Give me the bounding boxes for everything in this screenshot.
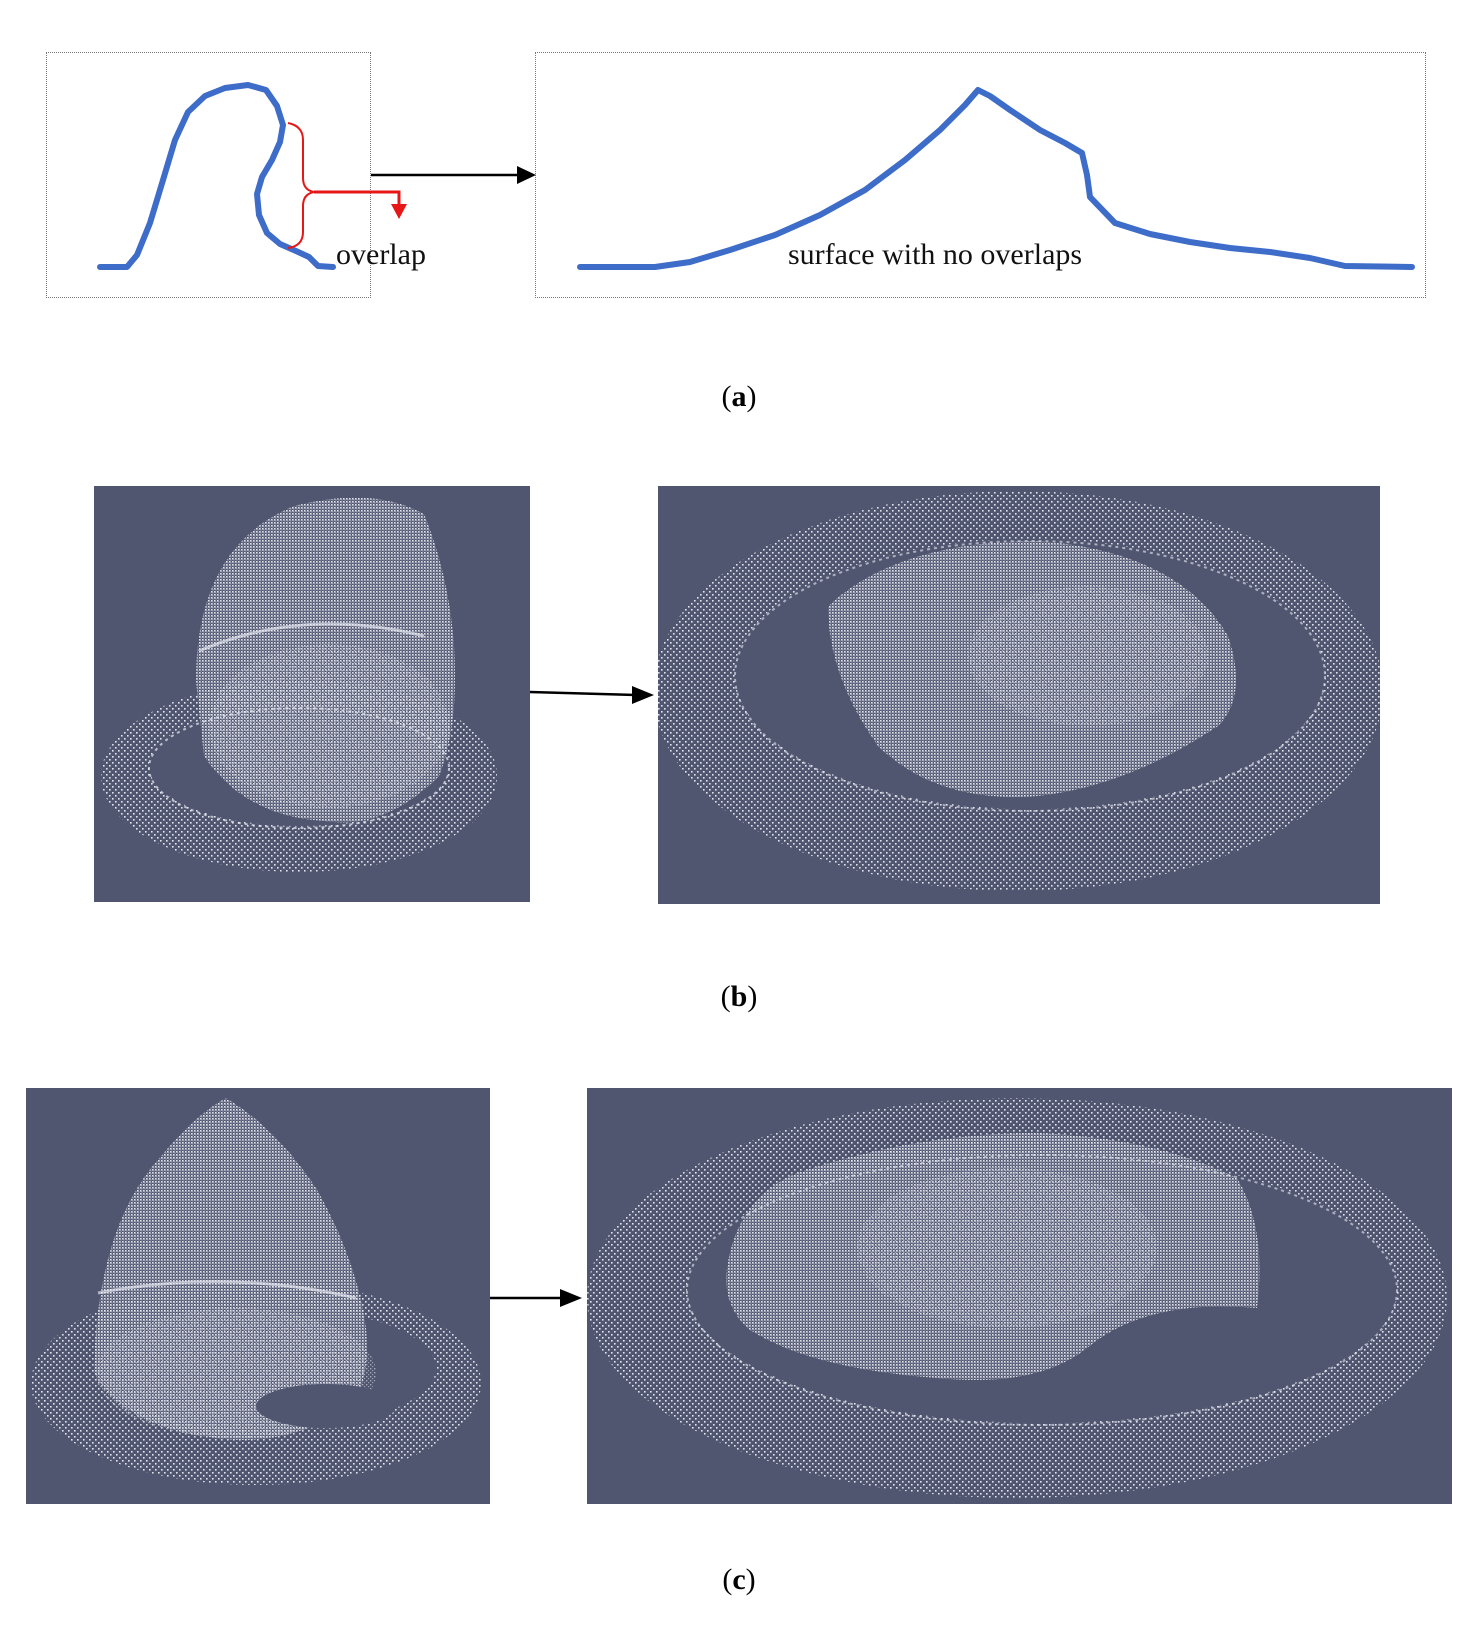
right-arrow-head <box>517 166 536 184</box>
overlap-label: overlap <box>336 238 426 271</box>
right-arrow-icon-c <box>490 1289 582 1307</box>
panel-a-drawing <box>97 82 1415 270</box>
caption-a: (a) <box>721 380 757 413</box>
no-overlap-label: surface with no overlaps <box>788 238 1083 271</box>
point-cloud-c-after <box>587 1088 1452 1504</box>
overlap-profile-line <box>97 82 336 270</box>
overlap-bracket <box>287 122 315 249</box>
down-arrow-icon <box>314 190 401 207</box>
point-cloud-b-after <box>658 486 1380 904</box>
overlap-profile-box <box>46 52 371 298</box>
no-overlap-profile-line <box>577 87 1415 270</box>
caption-b: (b) <box>720 980 758 1013</box>
down-arrow-head <box>391 204 407 219</box>
point-cloud-c-before <box>26 1088 490 1504</box>
point-cloud-b-before <box>94 486 530 902</box>
caption-c: (c) <box>722 1563 756 1596</box>
right-arrow-icon-b <box>529 686 654 704</box>
